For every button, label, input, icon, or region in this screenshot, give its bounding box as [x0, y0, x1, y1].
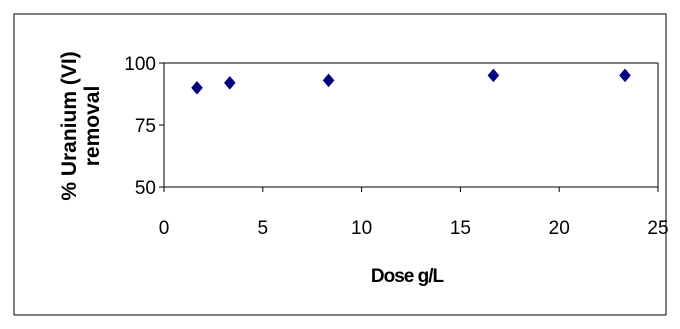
x-axis-title: Dose g/L: [371, 266, 445, 287]
y-axis-title: % Uranium (VI) removal: [58, 51, 104, 200]
y-tick-label: 75: [135, 116, 156, 137]
chart-border: [13, 13, 667, 316]
x-axis: 0 5 10 15 20 25: [159, 187, 669, 239]
y-tick-label: 50: [135, 178, 156, 199]
x-tick-label: 5: [258, 218, 269, 239]
data-point-diamond: [191, 80, 203, 95]
data-point-diamond: [619, 68, 631, 83]
data-point-diamond: [223, 75, 236, 90]
y-tick-label: 100: [124, 54, 156, 75]
x-tick-label: 0: [159, 218, 170, 239]
x-tick-label: 10: [351, 218, 372, 239]
y-axis: 50 75 100: [124, 54, 164, 199]
x-tick-label: 25: [647, 218, 668, 239]
y-axis-title-line-1: % Uranium (VI): [58, 51, 81, 200]
x-tick-label: 20: [549, 218, 570, 239]
data-points: [191, 68, 631, 95]
data-point-diamond: [322, 73, 335, 88]
data-point-diamond: [487, 68, 500, 83]
x-tick-label: 15: [450, 218, 471, 239]
y-axis-title-line-2: removal: [81, 86, 104, 167]
